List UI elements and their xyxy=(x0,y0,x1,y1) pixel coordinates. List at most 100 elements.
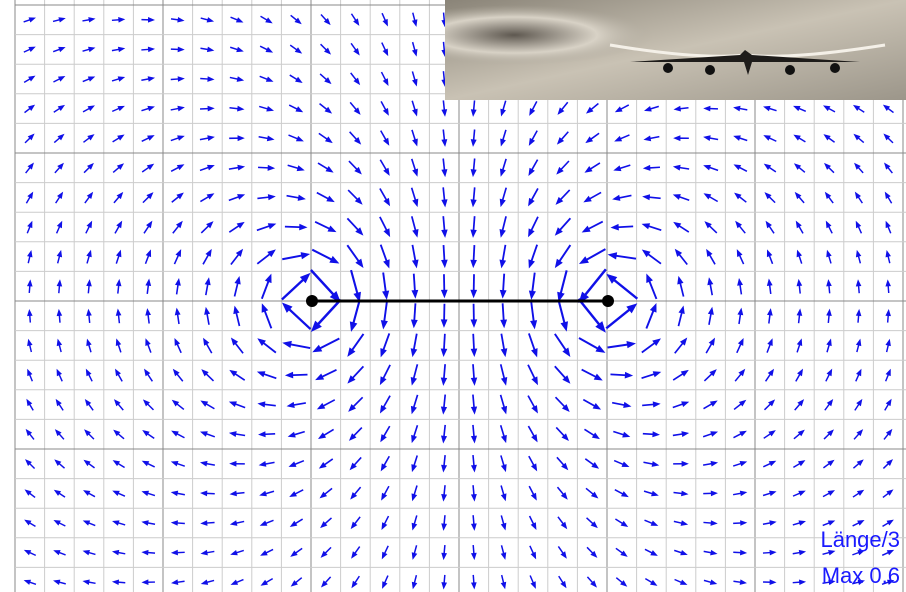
arrow-head xyxy=(325,166,334,173)
arrow-shaft xyxy=(530,302,535,325)
arrow-head xyxy=(763,105,771,112)
arrow-head xyxy=(284,371,294,379)
arrow-head xyxy=(470,552,477,561)
arrow-head xyxy=(257,401,266,408)
arrow-head xyxy=(827,429,834,437)
arrow-head xyxy=(289,520,298,527)
arrow-head xyxy=(470,229,477,238)
arrow-head xyxy=(88,17,96,23)
arrow-head xyxy=(265,76,274,82)
arrow-head xyxy=(175,278,181,286)
arrow-head xyxy=(295,135,304,142)
arrow-head xyxy=(707,306,714,315)
arrow-head xyxy=(203,337,210,346)
arrow-head xyxy=(738,399,747,407)
arrow-head xyxy=(380,320,388,330)
arrow-head xyxy=(117,105,125,112)
arrow-head xyxy=(383,167,390,176)
arrow-head xyxy=(854,162,861,170)
arrow-head xyxy=(258,431,266,438)
arrow-head xyxy=(27,279,33,287)
arrow-head xyxy=(440,289,448,299)
arrow-head xyxy=(294,17,302,25)
arrow-head xyxy=(500,319,508,329)
arrow-head xyxy=(530,492,537,501)
arrow-head xyxy=(117,76,126,82)
arrow-head xyxy=(441,229,448,238)
arrow-head xyxy=(233,305,240,315)
arrow-head xyxy=(826,338,832,347)
arrow-head xyxy=(796,278,803,287)
arrow-head xyxy=(562,347,571,357)
arrow-head xyxy=(590,521,598,529)
arrow-head xyxy=(27,191,34,199)
arrow-head xyxy=(300,252,311,260)
arrow-head xyxy=(57,104,66,112)
arrow-head xyxy=(470,348,478,357)
arrow-head xyxy=(740,520,748,526)
arrow-head xyxy=(206,164,215,171)
arrow-head xyxy=(500,581,507,590)
arrow-head xyxy=(207,76,215,82)
arrow-head xyxy=(709,400,718,407)
arrow-head xyxy=(583,195,592,203)
arrow-head xyxy=(795,220,802,229)
arrow-head xyxy=(857,520,865,526)
arrow-shaft xyxy=(349,333,365,353)
arrow-head xyxy=(118,17,126,23)
arrow-head xyxy=(886,579,895,585)
arrow-head xyxy=(87,105,95,112)
arrow-head xyxy=(707,277,714,286)
arrow-head xyxy=(381,492,388,501)
arrow-head xyxy=(145,308,151,316)
arrow-head xyxy=(560,321,569,332)
arrow-head xyxy=(411,259,419,269)
arrow-head xyxy=(500,348,508,358)
arrow-head xyxy=(798,490,806,496)
arrow-head xyxy=(351,580,358,589)
wing-span xyxy=(306,295,614,307)
arrow-head xyxy=(855,338,862,347)
arrow-head xyxy=(623,401,632,409)
arrow-head xyxy=(531,376,538,386)
arrow-head xyxy=(797,368,804,377)
arrow-head xyxy=(561,462,569,471)
arrow-head xyxy=(230,337,239,346)
arrow-head xyxy=(174,337,181,346)
arrow-head xyxy=(641,249,651,258)
arrow-head xyxy=(85,368,92,377)
arrow-head xyxy=(147,105,155,112)
arrow-head xyxy=(672,164,681,171)
arrow-head xyxy=(733,164,742,171)
arrow-head xyxy=(823,134,831,141)
arrow-shaft xyxy=(281,276,307,301)
arrow-head xyxy=(27,104,36,111)
arrow-head xyxy=(703,105,711,112)
arrow-head xyxy=(145,278,152,287)
arrow-head xyxy=(312,344,323,353)
arrow-head xyxy=(324,77,332,85)
arrow-head xyxy=(260,550,268,556)
arrow-head xyxy=(174,307,181,316)
arrow-head xyxy=(531,405,538,414)
arrow-head xyxy=(27,133,35,141)
arrow-head xyxy=(266,105,275,112)
arrow-head xyxy=(853,133,861,141)
arrow-head xyxy=(116,191,124,200)
arrow-head xyxy=(54,459,62,467)
arrow-head xyxy=(382,78,389,86)
arrow-head xyxy=(147,46,156,53)
arrow-head xyxy=(323,47,332,55)
arrow-head xyxy=(201,369,209,377)
arrow-head xyxy=(704,221,712,229)
arrow-head xyxy=(885,249,891,258)
vortex-left xyxy=(306,295,318,307)
arrow-head xyxy=(737,307,744,316)
arrow-head xyxy=(500,493,507,502)
arrow-head xyxy=(411,19,418,27)
arrow-head xyxy=(766,278,773,287)
arrow-head xyxy=(354,196,363,205)
arrow-head xyxy=(259,520,268,526)
arrow-shaft xyxy=(558,270,568,297)
arrow-head xyxy=(114,368,121,377)
